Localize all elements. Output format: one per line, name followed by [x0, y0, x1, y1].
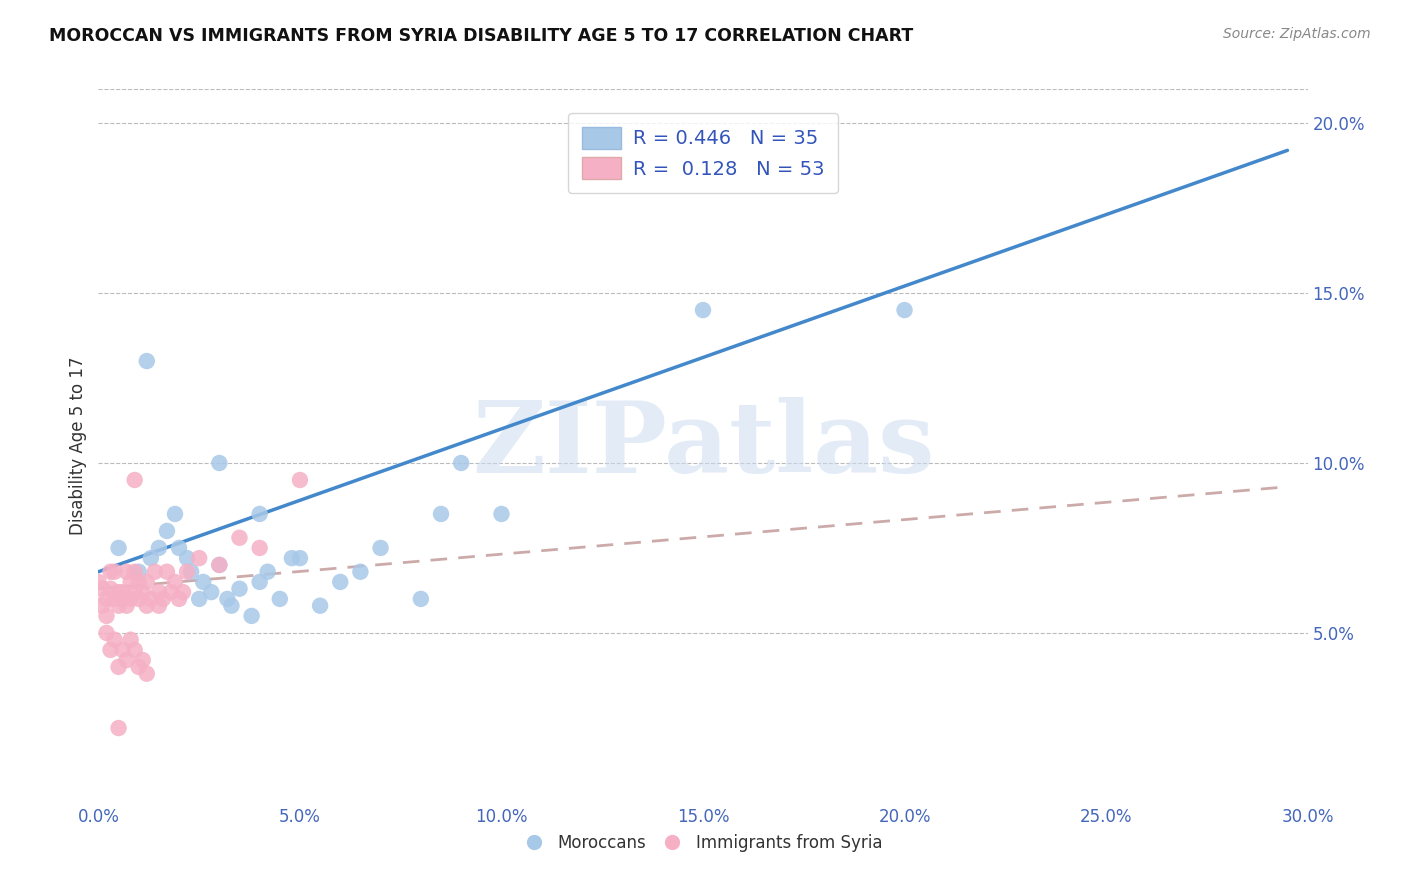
Point	[132, 653, 155, 667]
Point	[115, 599, 138, 613]
Point	[491, 507, 513, 521]
Point	[288, 473, 311, 487]
Point	[200, 585, 222, 599]
Point	[128, 591, 150, 606]
Point	[176, 565, 198, 579]
Point	[208, 456, 231, 470]
Point	[309, 599, 332, 613]
Point	[91, 582, 114, 596]
Point	[120, 574, 142, 589]
Point	[148, 599, 170, 613]
Point	[172, 585, 194, 599]
Point	[269, 591, 291, 606]
Point	[96, 626, 118, 640]
Point	[188, 591, 211, 606]
Point	[115, 653, 138, 667]
Point	[167, 591, 190, 606]
Text: ZIPatlas: ZIPatlas	[472, 398, 934, 494]
Point	[143, 565, 166, 579]
Point	[152, 591, 174, 606]
Point	[249, 507, 271, 521]
Point	[124, 585, 146, 599]
Point	[450, 456, 472, 470]
Point	[188, 551, 211, 566]
Point	[100, 643, 122, 657]
Text: Source: ZipAtlas.com: Source: ZipAtlas.com	[1223, 27, 1371, 41]
Point	[329, 574, 352, 589]
Point	[208, 558, 231, 572]
Point	[107, 541, 129, 555]
Point	[96, 591, 118, 606]
Point	[156, 524, 179, 538]
Point	[167, 541, 190, 555]
Y-axis label: Disability Age 5 to 17: Disability Age 5 to 17	[69, 357, 87, 535]
Point	[115, 565, 138, 579]
Point	[217, 591, 239, 606]
Point	[111, 591, 134, 606]
Point	[180, 565, 202, 579]
Point	[176, 551, 198, 566]
Point	[124, 565, 146, 579]
Point	[228, 582, 250, 596]
Point	[100, 565, 122, 579]
Point	[96, 608, 118, 623]
Point	[135, 354, 157, 368]
Point	[103, 632, 125, 647]
Point	[135, 599, 157, 613]
Point	[409, 591, 432, 606]
Point	[249, 574, 271, 589]
Point	[107, 585, 129, 599]
Point	[228, 531, 250, 545]
Point	[103, 565, 125, 579]
Point	[103, 591, 125, 606]
Point	[193, 574, 215, 589]
Point	[249, 541, 271, 555]
Point	[124, 473, 146, 487]
Point	[135, 574, 157, 589]
Point	[148, 541, 170, 555]
Point	[160, 585, 183, 599]
Text: MOROCCAN VS IMMIGRANTS FROM SYRIA DISABILITY AGE 5 TO 17 CORRELATION CHART: MOROCCAN VS IMMIGRANTS FROM SYRIA DISABI…	[49, 27, 914, 45]
Point	[128, 565, 150, 579]
Point	[281, 551, 304, 566]
Point	[107, 599, 129, 613]
Point	[139, 591, 162, 606]
Point	[124, 643, 146, 657]
Point	[163, 507, 186, 521]
Point	[349, 565, 371, 579]
Point	[87, 574, 110, 589]
Point	[221, 599, 243, 613]
Point	[128, 660, 150, 674]
Point	[100, 582, 122, 596]
Point	[107, 660, 129, 674]
Legend: Moroccans, Immigrants from Syria: Moroccans, Immigrants from Syria	[517, 828, 889, 859]
Point	[135, 666, 157, 681]
Point	[692, 303, 714, 318]
Point	[163, 574, 186, 589]
Point	[132, 585, 155, 599]
Point	[208, 558, 231, 572]
Point	[370, 541, 392, 555]
Point	[156, 565, 179, 579]
Point	[256, 565, 278, 579]
Point	[288, 551, 311, 566]
Point	[91, 599, 114, 613]
Point	[139, 551, 162, 566]
Point	[893, 303, 915, 318]
Point	[148, 585, 170, 599]
Point	[120, 632, 142, 647]
Point	[111, 643, 134, 657]
Point	[107, 721, 129, 735]
Point	[128, 574, 150, 589]
Point	[240, 608, 263, 623]
Point	[430, 507, 453, 521]
Point	[111, 585, 134, 599]
Point	[120, 591, 142, 606]
